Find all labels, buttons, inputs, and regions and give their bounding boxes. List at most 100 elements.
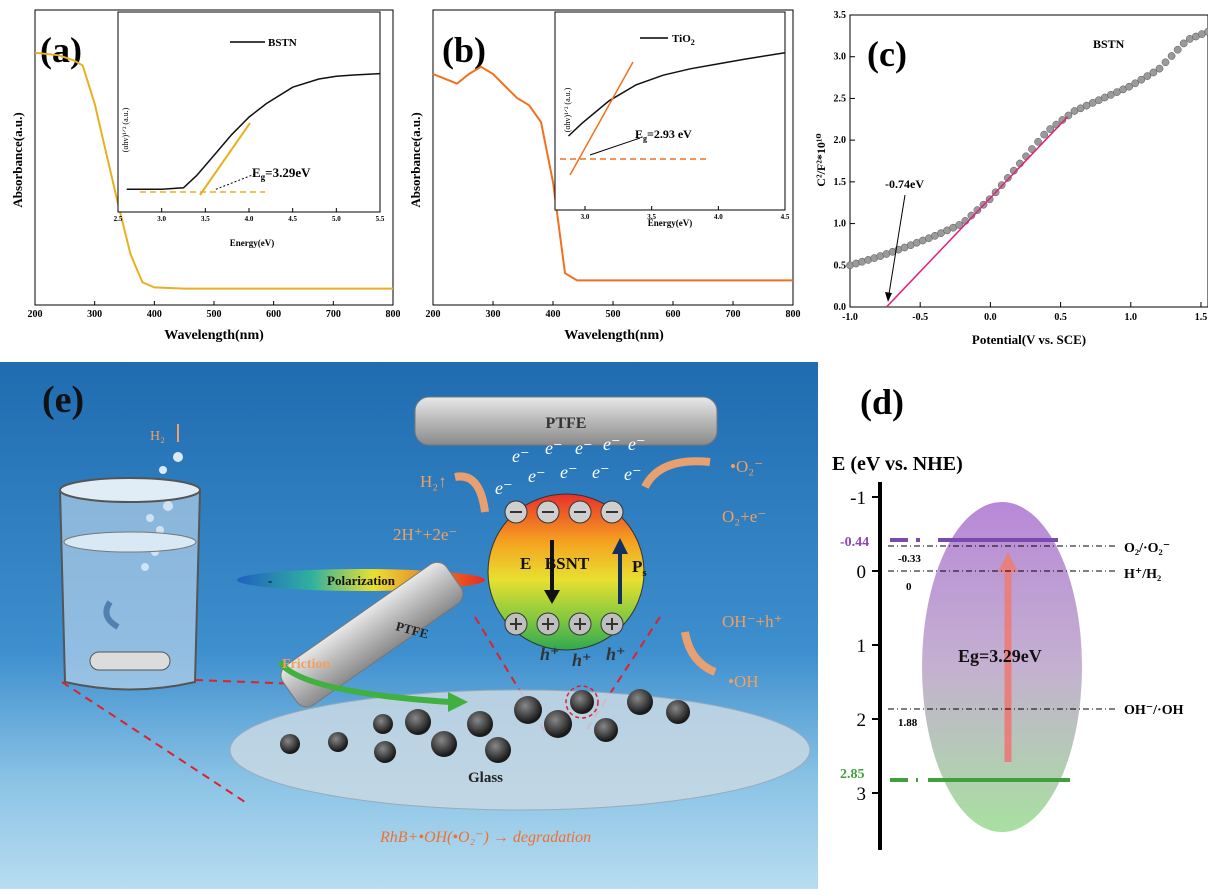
panel-b-xtick-label: 700: [726, 309, 741, 320]
hole-group: h⁺ h⁺ h⁺: [540, 644, 626, 670]
electron-group-top: e⁻ e⁻ e⁻ e⁻ e⁻ e⁻ e⁻ e⁻ e⁻ e⁻: [495, 434, 646, 498]
ptfe-top-rod: [414, 396, 718, 446]
panel-c-label: (c): [867, 34, 907, 74]
panel-a-xtick-label: 200: [28, 309, 43, 320]
panel-c-xtick-label: -0.5: [912, 312, 928, 323]
panel-d-band-diagram: (d) E (eV vs. NHE) -1 0 1 2 3 -0.44 2.85 Eg=…: [832, 382, 1184, 850]
electron-label: e⁻: [528, 466, 546, 486]
panel-b-xtick-label: 800: [786, 309, 801, 320]
panel-b-inset-xlabel: Energy(eV): [648, 218, 693, 228]
bsnt-particle: [487, 493, 645, 651]
panel-a-inset-ylabel: (αhv)¹ᐟ² (a.u.): [121, 107, 130, 152]
panel-b-inset-arrow: [589, 137, 641, 156]
panel-a-chart: (a) Absorbance(a.u.) Wavelength(nm) 200 3…: [10, 9, 401, 343]
electron-label: e⁻: [560, 462, 578, 482]
electron-label: e⁻: [603, 434, 621, 454]
panel-b-inset-xtick-label: 4.5: [781, 213, 790, 221]
cb-value: -0.44: [840, 535, 869, 550]
panel-a-xlabel: Wavelength(nm): [164, 328, 264, 343]
panel-a-inset-tangent: [199, 122, 251, 196]
panel-c-legend: BSTN: [1093, 37, 1125, 51]
oh-radical-label: •OH: [728, 672, 759, 691]
panel-a-xtick-label: 300: [87, 309, 102, 320]
panel-c-ytick-label: 0.0: [834, 302, 847, 313]
electron-label: e⁻: [495, 478, 513, 498]
panel-c-xtick-label: 0.5: [1054, 312, 1067, 323]
panel-b-inset-xtick-label: 3.5: [647, 213, 656, 221]
panel-b-xtick-label: 500: [606, 309, 621, 320]
electron-label: e⁻: [592, 462, 610, 482]
panel-c-data-point: [967, 211, 976, 220]
panel-b: (b) Absorbance(a.u.) Wavelength(nm) 200 3…: [400, 0, 805, 350]
panel-c: (c) BSTN C²/F²*10¹⁰ Potential(V vs. SCE)…: [805, 0, 1208, 350]
panel-a-inset-curve: [126, 72, 381, 190]
panel-c-chart: (c) BSTN C²/F²*10¹⁰ Potential(V vs. SCE)…: [814, 10, 1208, 347]
panel-a-absorbance-line: [34, 51, 393, 290]
stir-arrow-icon: [103, 600, 120, 630]
panel-c-data-point: [1137, 75, 1146, 84]
stir-bar: [89, 651, 171, 671]
beaker-water-surface: [63, 531, 197, 553]
panel-c-fit-line: [885, 116, 1069, 308]
panel-c-data-point: [1058, 116, 1067, 124]
panel-a-inset-xtick-label: 3.0: [157, 215, 166, 223]
panel-a-xtick-label: 700: [326, 309, 341, 320]
panel-c-frame: [849, 14, 1208, 308]
panel-c-data-point: [1161, 58, 1170, 67]
panel-c-ytick-label: 1.5: [834, 177, 847, 188]
glass-label: Glass: [468, 770, 503, 786]
panel-a-inset-xtick-label: 3.5: [201, 215, 210, 223]
field-label: E: [520, 554, 531, 573]
panel-c-data-point: [1173, 45, 1182, 54]
panel-c-data-point: [1167, 52, 1176, 60]
electron-label: e⁻: [512, 446, 530, 466]
bsnt-label: BSNT: [545, 554, 590, 573]
panel-d-ytick-label: 3: [857, 784, 867, 805]
friction-label: Friction: [282, 657, 330, 672]
panel-a-ylabel: Absorbance(a.u.): [10, 112, 25, 207]
panel-b-inset-legend: TiO2: [672, 33, 695, 47]
bsnt-particles-on-glass: [280, 689, 690, 763]
positive-signs: [510, 618, 618, 630]
panel-a-xtick-label: 400: [147, 309, 162, 320]
eg-label: Eg=3.29eV: [958, 646, 1042, 666]
oh-equation: OH⁻+h⁺: [722, 612, 783, 631]
panel-a-xtick-label: 600: [266, 309, 281, 320]
panel-a-inset-xlabel: Energy(eV): [230, 238, 275, 248]
h-reaction-arrow: [454, 472, 489, 513]
o2-equation: O₂+e⁻: [722, 507, 766, 526]
panel-a-inset-xtick-label: 4.5: [288, 215, 297, 223]
o2-level-label: O₂/·O₂⁻: [1124, 541, 1170, 556]
hole-label: h⁺: [606, 644, 626, 664]
polarization-minus: -: [268, 573, 272, 588]
panel-b-absorbance-line: [432, 65, 793, 282]
panel-b-xtick-label: 400: [546, 309, 561, 320]
panel-b-inset-ylabel: (αhv)¹ᐟ² (a.u.): [563, 87, 572, 132]
panel-c-data-point: [1179, 39, 1188, 48]
panel-a-label: (a): [40, 30, 82, 70]
panel-b-inset-xtick-label: 4.0: [714, 213, 723, 221]
panel-d-label: (d): [860, 382, 904, 422]
ptfe-friction-rod: [280, 561, 464, 708]
panel-b-inset-annotation: Eg=2.93 eV: [635, 127, 692, 143]
panel-d-axis-title: E (eV vs. NHE): [832, 453, 963, 475]
panel-c-ytick-label: 3.5: [834, 10, 847, 21]
panel-c-data-point: [1131, 79, 1140, 88]
friction-arrowhead: [448, 692, 468, 712]
hole-label: h⁺: [540, 644, 560, 664]
panel-b-inset-xtick-label: 3.0: [581, 213, 590, 221]
panel-a-inset-xtick-label: 2.5: [114, 215, 123, 223]
panel-a: (a) Absorbance(a.u.) Wavelength(nm) 200 3…: [0, 0, 401, 350]
h-level-value: 0: [906, 581, 912, 593]
panel-a-inset-frame: [117, 11, 381, 213]
o2-level-value: -0.33: [898, 553, 921, 565]
panel-c-ylabel: C²/F²*10¹⁰: [814, 133, 828, 186]
panel-c-data-point: [1052, 120, 1061, 129]
panel-c-ytick-label: 3.0: [834, 52, 847, 63]
panel-b-inset-frame: [554, 11, 786, 211]
panel-a-inset-xtick-label: 5.5: [376, 215, 385, 223]
panel-c-annotation: -0.74eV: [885, 177, 924, 191]
ptfe-top-label: PTFE: [546, 415, 587, 432]
panel-c-data-point: [1125, 82, 1133, 91]
oh-level-label: OH⁻/·OH: [1124, 703, 1184, 718]
